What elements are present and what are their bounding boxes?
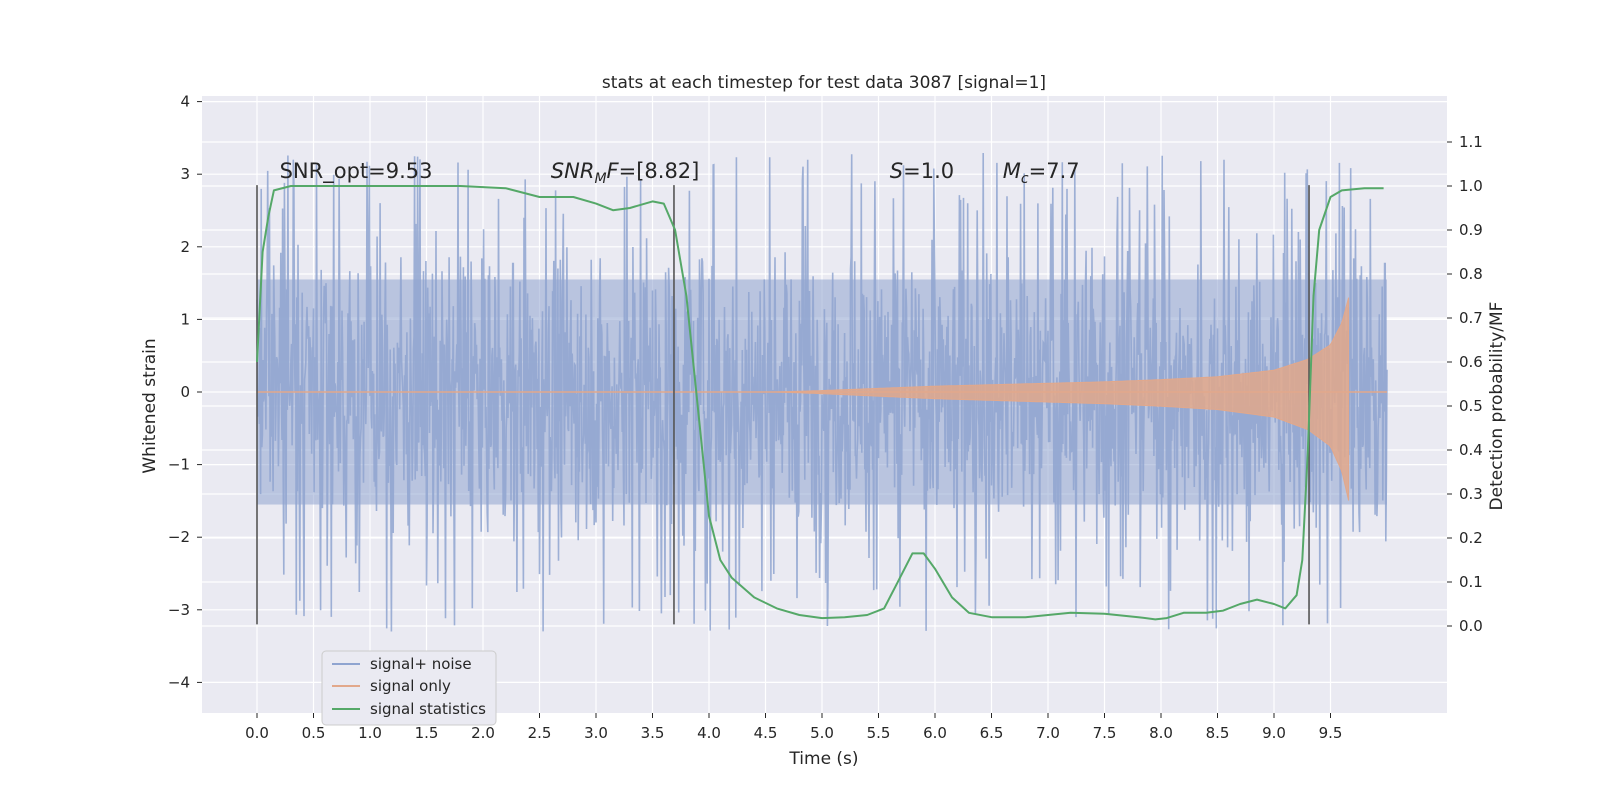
x-tick-label: 8.5 [1206, 724, 1230, 742]
axis-ticks: 0.0 0.5 1.0 1.5 2.0 2.5 3.0 3.5 4.0 4.5 5.0 5.5 6.0 6… [168, 93, 1483, 742]
y-left-tick-label: 1 [180, 310, 190, 328]
x-tick-label: 4.5 [754, 724, 778, 742]
x-tick-label: 4.0 [697, 724, 721, 742]
x-tick-label: 2.0 [471, 724, 495, 742]
x-tick-label: 6.0 [923, 724, 947, 742]
y-right-tick-label: 0.7 [1459, 309, 1483, 327]
x-tick-label: 1.0 [358, 724, 382, 742]
y-axis-label-left: Whitened strain [140, 338, 160, 473]
x-axis-label: Time (s) [788, 749, 858, 769]
x-tick-label: 7.0 [1036, 724, 1060, 742]
y-left-tick-label: −4 [168, 673, 190, 691]
x-tick-label: 8.0 [1149, 724, 1173, 742]
x-tick-label: 3.5 [641, 724, 665, 742]
annotation-mc: Mc=7.7 [1003, 159, 1080, 187]
chart-title: stats at each timestep for test data 308… [602, 73, 1046, 93]
y-right-tick-label: 0.1 [1459, 573, 1483, 591]
legend: signal+ noise signal only signal statist… [321, 650, 497, 726]
y-right-tick-label: 0.0 [1459, 617, 1483, 635]
annotations: SNR_opt=9.53 SNRMF=[8.82] S=1.0 Mc=7.7 [280, 159, 1080, 187]
signal-only-chirp [776, 297, 1350, 501]
annotation-snr-opt: SNR_opt=9.53 [280, 159, 433, 184]
y-axis-label-right: Detection probability/MF [1487, 302, 1507, 511]
legend-box [321, 650, 497, 726]
x-tick-label: 5.5 [867, 724, 891, 742]
y-right-tick-label: 0.6 [1459, 353, 1483, 371]
y-left-tick-label: 3 [180, 165, 190, 183]
y-right-tick-label: 0.5 [1459, 397, 1483, 415]
y-right-tick-label: 0.9 [1459, 221, 1483, 239]
legend-label-signal-only: signal only [370, 677, 451, 695]
y-right-tick-label: 0.4 [1459, 441, 1483, 459]
y-left-tick-label: 0 [180, 383, 190, 401]
signal-statistics-series [256, 185, 1384, 621]
y-right-tick-label: 1.0 [1459, 177, 1483, 195]
y-left-tick-label: −2 [168, 528, 190, 546]
x-tick-label: 0.5 [302, 724, 326, 742]
x-tick-label: 9.0 [1262, 724, 1286, 742]
x-tick-label: 2.5 [528, 724, 552, 742]
signal-statistics-line [256, 185, 1384, 621]
y-right-tick-label: 0.3 [1459, 485, 1483, 503]
y-left-tick-label: 4 [180, 93, 190, 111]
y-right-tick-label: 1.1 [1459, 133, 1483, 151]
y-left-tick-label: 2 [180, 238, 190, 256]
x-tick-label: 9.5 [1319, 724, 1343, 742]
x-tick-label: 0.0 [245, 724, 269, 742]
annotation-snr-mf: SNRMF=[8.82] [551, 159, 700, 187]
x-tick-label: 1.5 [415, 724, 439, 742]
y-right-tick-label: 0.2 [1459, 529, 1483, 547]
y-left-tick-label: −1 [168, 456, 190, 474]
legend-label-signal-noise: signal+ noise [370, 655, 472, 673]
x-tick-label: 3.0 [584, 724, 608, 742]
y-right-tick-label: 0.8 [1459, 265, 1483, 283]
signal-only-series [257, 297, 1387, 501]
annotation-s: S=1.0 [890, 159, 954, 183]
legend-label-signal-statistics: signal statistics [370, 700, 486, 718]
x-tick-label: 7.5 [1093, 724, 1117, 742]
x-tick-label: 6.5 [980, 724, 1004, 742]
y-left-tick-label: −3 [168, 601, 190, 619]
x-tick-label: 5.0 [810, 724, 834, 742]
